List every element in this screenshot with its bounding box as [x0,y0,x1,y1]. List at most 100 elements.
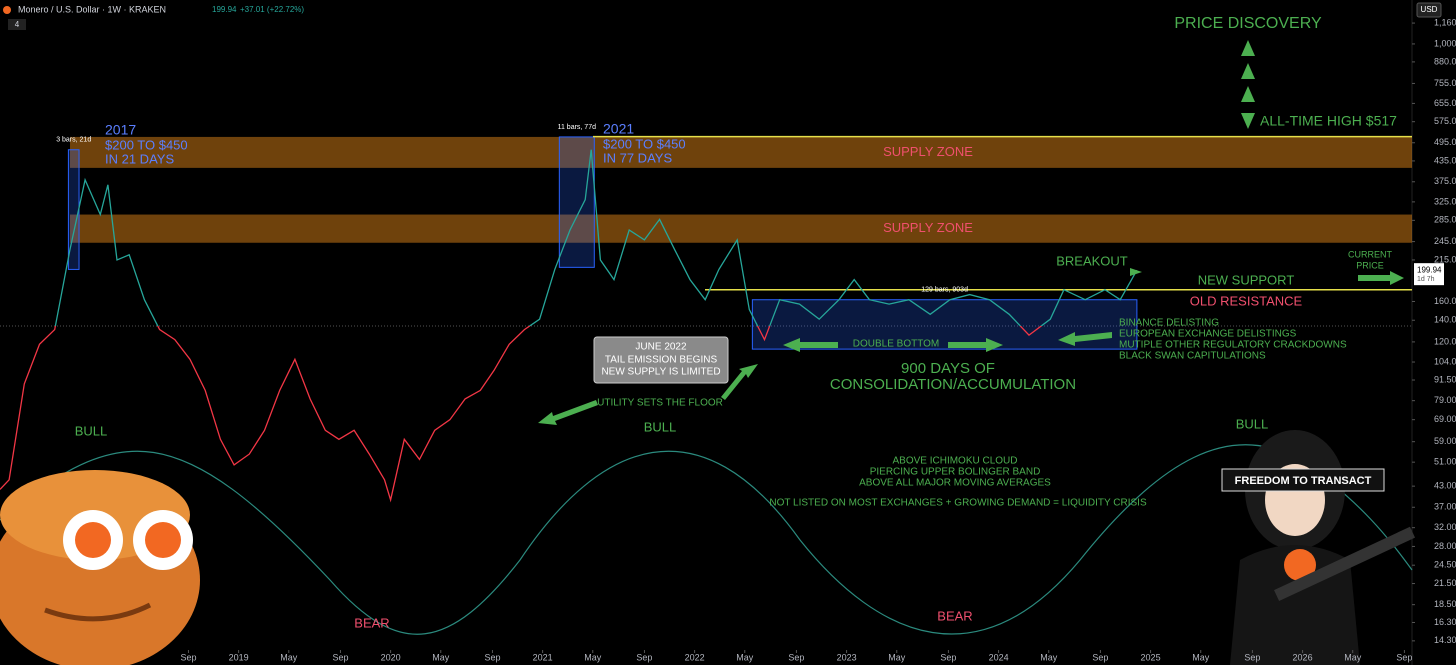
y-tick-label: 24.50 [1434,560,1456,570]
arrows [538,40,1404,425]
x-tick-label: May [888,652,906,662]
x-tick-label: Sep [180,652,196,662]
y-tick-label: 880.00 [1434,56,1456,66]
x-tick-label: 2022 [685,652,705,662]
annotation: $200 TO $450 [603,136,686,151]
y-tick-label: 59.00 [1434,436,1456,446]
annotation: BINANCE DELISTING [1119,318,1219,329]
y-tick-label: 575.00 [1434,116,1456,126]
y-tick-label: 325.00 [1434,196,1456,206]
currency: USD [1421,5,1438,14]
annotation: $200 TO $450 [105,137,188,152]
y-tick-label: 495.00 [1434,137,1456,147]
y-tick-label: 32.00 [1434,522,1456,532]
y-tick-label: 37.00 [1434,502,1456,512]
y-tick-label: 655.00 [1434,98,1456,108]
measure-box [751,299,1138,350]
annotation: CURRENT [1348,249,1393,259]
symbol-icon [3,6,11,14]
annotation: PRICE DISCOVERY [1174,15,1322,32]
y-tick-label: 51.00 [1434,457,1456,467]
girl-illustration [1221,430,1416,665]
measure-label: 3 bars, 21d [56,137,91,144]
y-tick-label: 120.00 [1434,336,1456,346]
annotation: FREEDOM TO TRANSACT [1235,475,1372,487]
y-tick-label: 140.00 [1434,315,1456,325]
zone-label: SUPPLY ZONE [883,144,973,159]
supply-zone [70,214,1412,243]
symbol: Monero / U.S. Dollar · 1W · KRAKEN [18,4,166,14]
annotation: BULL [75,423,108,438]
annotation: NEW SUPPLY IS LIMITED [601,367,720,378]
x-tick-label: 2025 [1141,652,1161,662]
x-tick-label: Sep [332,652,348,662]
x-tick-label: Sep [1396,652,1412,662]
annotation: DOUBLE BOTTOM [853,339,940,350]
x-tick-label: May [736,652,754,662]
measure-label: 129 bars, 903d [921,287,968,294]
annotation: 2021 [603,121,634,137]
y-tick-label: 285.00 [1434,215,1456,225]
y-tick-label: 18.50 [1434,599,1456,609]
annotation: TAIL EMISSION BEGINS [605,355,718,366]
annotation: BLACK SWAN CAPITULATIONS [1119,351,1266,362]
y-tick-label: 245.00 [1434,236,1456,246]
frog-illustration [0,470,200,665]
x-tick-label: May [1192,652,1210,662]
price-tag [1414,263,1444,286]
x-tick-label: Sep [788,652,804,662]
x-tick-label: May [1040,652,1058,662]
annotation: EUROPEAN EXCHANGE DELISTINGS [1119,329,1297,340]
x-tick-label: Sep [484,652,500,662]
y-tick-label: 1,000.00 [1434,38,1456,48]
y-tick-label: 435.00 [1434,155,1456,165]
x-tick-label: 2019 [229,652,249,662]
annotation: ALL-TIME HIGH $517 [1260,113,1397,129]
annotation: BEAR [937,608,972,623]
x-tick-label: May [584,652,602,662]
measure-label: 11 bars, 77d [558,124,597,131]
y-tick-label: 14.30 [1434,635,1456,645]
currency-button[interactable] [1416,2,1442,18]
x-tick-label: 2023 [837,652,857,662]
indicator-badge [8,19,26,30]
y-tick-label: 16.30 [1434,617,1456,627]
banner [1221,468,1385,492]
annotation: PIERCING UPPER BOLINGER BAND [870,467,1041,478]
annotation: 2017 [105,122,136,138]
y-tick-label: 69.00 [1434,414,1456,424]
zone-label: SUPPLY ZONE [883,220,973,235]
x-tick-label: 2021 [533,652,553,662]
x-tick-label: 2024 [989,652,1009,662]
annotation: IN 21 DAYS [105,151,174,166]
annotation: PRICE [1356,260,1384,270]
x-tick-label: May [280,652,298,662]
x-tick-label: May [1344,652,1362,662]
annotation: MUTIPLE OTHER REGULATORY CRACKDOWNS [1119,340,1347,351]
y-tick-label: 1,160.00 [1434,17,1456,27]
annotation: IN 77 DAYS [603,150,672,165]
indicator-count: 4 [15,20,20,29]
annotation: ABOVE ICHIMOKU CLOUD [892,456,1017,467]
y-tick-label: 28.00 [1434,541,1456,551]
annotation: NEW SUPPORT [1198,272,1295,287]
x-tick-label: Sep [1244,652,1260,662]
y-tick-label: 755.00 [1434,78,1456,88]
supply-zone [70,136,1412,168]
annotation: UTILITY SETS THE FLOOR [597,398,723,409]
annotation: BULL [644,419,677,434]
y-tick-label: 375.00 [1434,176,1456,186]
annotation: ABOVE ALL MAJOR MOVING AVERAGES [859,478,1051,489]
x-tick-label: Sep [636,652,652,662]
y-tick-label: 104.00 [1434,356,1456,366]
price-tag-value: 199.94 [1417,265,1442,274]
note-box [593,336,729,384]
y-tick-label: 215.00 [1434,254,1456,264]
price-line [0,149,1138,503]
y-tick-label: 160.00 [1434,296,1456,306]
last-price: 199.94 [212,5,237,14]
x-tick-label: Sep [940,652,956,662]
annotation: 900 DAYS OF [901,360,995,377]
